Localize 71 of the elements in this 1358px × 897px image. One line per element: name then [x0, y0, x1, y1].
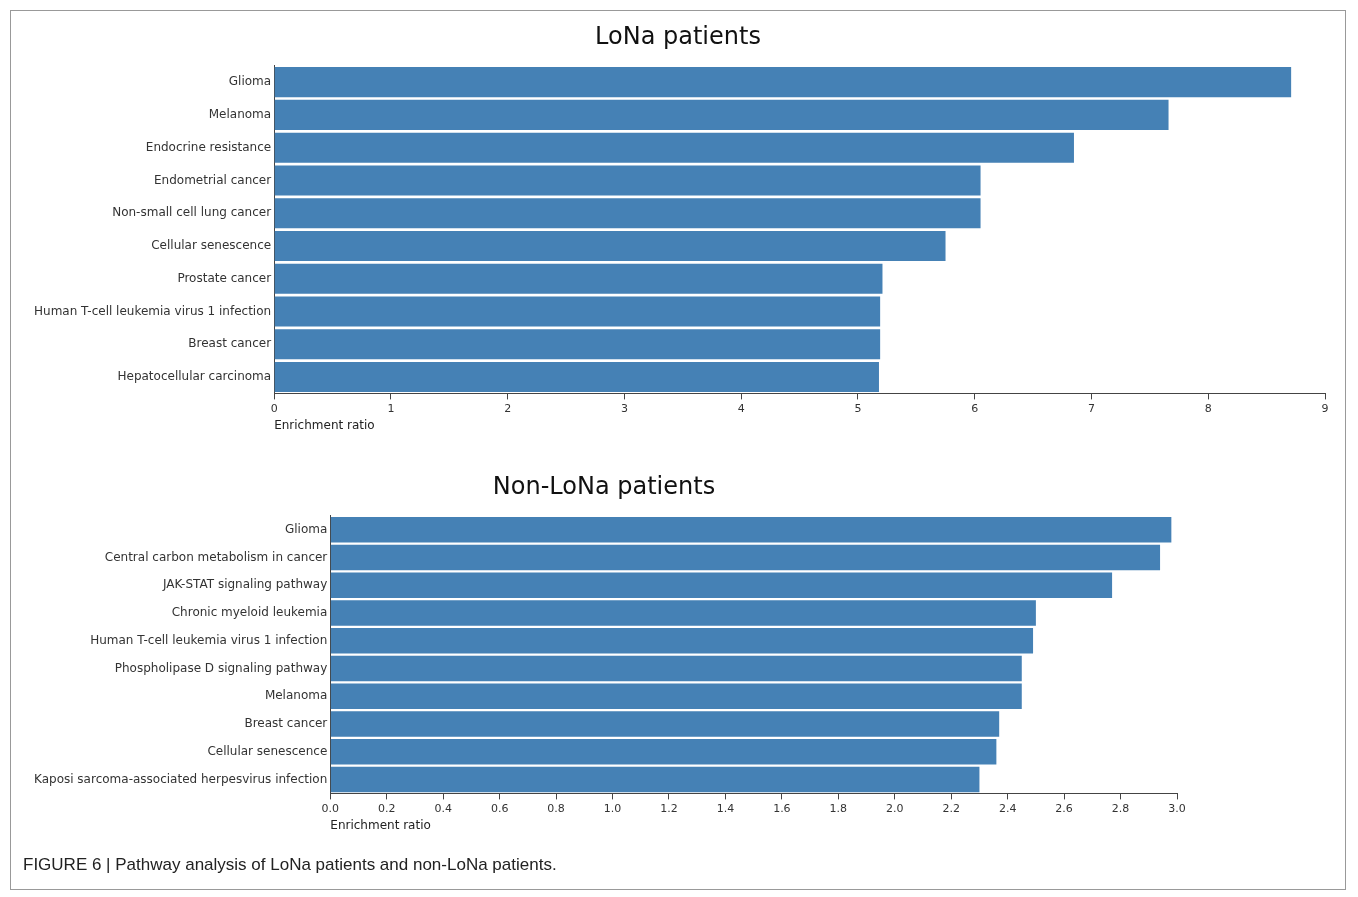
bar [330, 738, 997, 765]
x-tick-label: 2 [504, 401, 512, 415]
x-tick-label: 5 [854, 401, 862, 415]
y-tick-label: Prostate cancer [177, 270, 272, 285]
y-tick-label: Melanoma [264, 688, 328, 703]
y-tick-label: Breast cancer [244, 716, 328, 731]
x-tick-label: 0 [270, 401, 278, 415]
x-tick-label: 9 [1321, 401, 1329, 415]
x-tick-label: 0.2 [378, 801, 396, 815]
x-tick-label: 2.6 [1055, 801, 1073, 815]
y-tick-label: Chronic myeloid leukemia [171, 605, 328, 620]
bar [274, 361, 879, 393]
x-tick-label: 2.2 [942, 801, 960, 815]
bar [274, 329, 881, 360]
y-tick-label: Central carbon metabolism in cancer [104, 549, 328, 564]
y-tick-label: Cellular senescence [207, 743, 328, 758]
x-tick-label: 6 [971, 401, 979, 415]
bar [274, 263, 883, 294]
bar [330, 627, 1034, 654]
chart-title: Non-LoNa patients [492, 471, 716, 500]
x-tick-label: 1 [387, 401, 395, 415]
bar [330, 711, 1000, 737]
y-tick-label: Phospholipase D signaling pathway [114, 660, 328, 675]
x-tick-label: 2.0 [886, 801, 904, 815]
bar [330, 572, 1113, 598]
x-tick-label: 3 [620, 401, 628, 415]
x-tick-label: 0.0 [321, 801, 340, 815]
x-tick-label: 0.4 [434, 801, 452, 815]
bar [274, 67, 1292, 98]
x-tick-label: 3.0 [1168, 801, 1186, 815]
x-tick-label: 1.8 [829, 801, 848, 815]
bar [274, 198, 981, 229]
y-tick-label: Hepatocellular carcinoma [117, 369, 272, 384]
y-tick-label: Endometrial cancer [153, 172, 272, 187]
x-tick-label: 1.0 [603, 801, 622, 815]
bar [274, 296, 881, 327]
bar [330, 766, 980, 793]
bar [330, 600, 1036, 626]
x-tick-label: 4 [737, 401, 745, 415]
x-tick-label: 0.6 [490, 801, 509, 815]
bar [274, 165, 981, 196]
bar [274, 99, 1169, 131]
y-tick-label: Kaposi sarcoma-associated herpesvirus infection [34, 771, 328, 786]
caption: FIGURE 6 | Pathway analysis of LoNa patients and non-LoNa patients. [23, 855, 557, 875]
bar [274, 132, 1074, 163]
y-tick-label: Melanoma [208, 107, 272, 122]
y-tick-label: Cellular senescence [151, 238, 272, 253]
bar [330, 544, 1161, 571]
bar [330, 516, 1172, 543]
y-tick-label: Endocrine resistance [145, 139, 272, 154]
bar [274, 230, 946, 262]
bar [330, 655, 1022, 682]
x-tick-label: 8 [1204, 401, 1212, 415]
x-tick-label: 2.4 [998, 801, 1017, 815]
bar [330, 683, 1022, 710]
y-tick-label: Human T-cell leukemia virus 1 infection [90, 632, 328, 647]
chart-title: LoNa patients [595, 21, 761, 50]
x-tick-label: 7 [1087, 401, 1095, 415]
y-tick-label: Glioma [284, 521, 328, 536]
x-axis-title: Enrichment ratio [274, 417, 375, 432]
y-tick-label: Human T-cell leukemia virus 1 infection [34, 303, 272, 318]
x-tick-label: 1.4 [716, 801, 735, 815]
x-axis-title: Enrichment ratio [330, 817, 431, 832]
x-tick-label: 1.6 [773, 801, 791, 815]
y-tick-label: JAK-STAT signaling pathway [161, 577, 328, 592]
x-tick-label: 2.8 [1111, 801, 1130, 815]
y-tick-label: Glioma [228, 74, 272, 89]
y-tick-label: Breast cancer [188, 336, 272, 351]
y-tick-label: Non-small cell lung cancer [112, 205, 272, 220]
x-tick-label: 0.8 [547, 801, 565, 815]
x-tick-label: 1.2 [660, 801, 678, 815]
